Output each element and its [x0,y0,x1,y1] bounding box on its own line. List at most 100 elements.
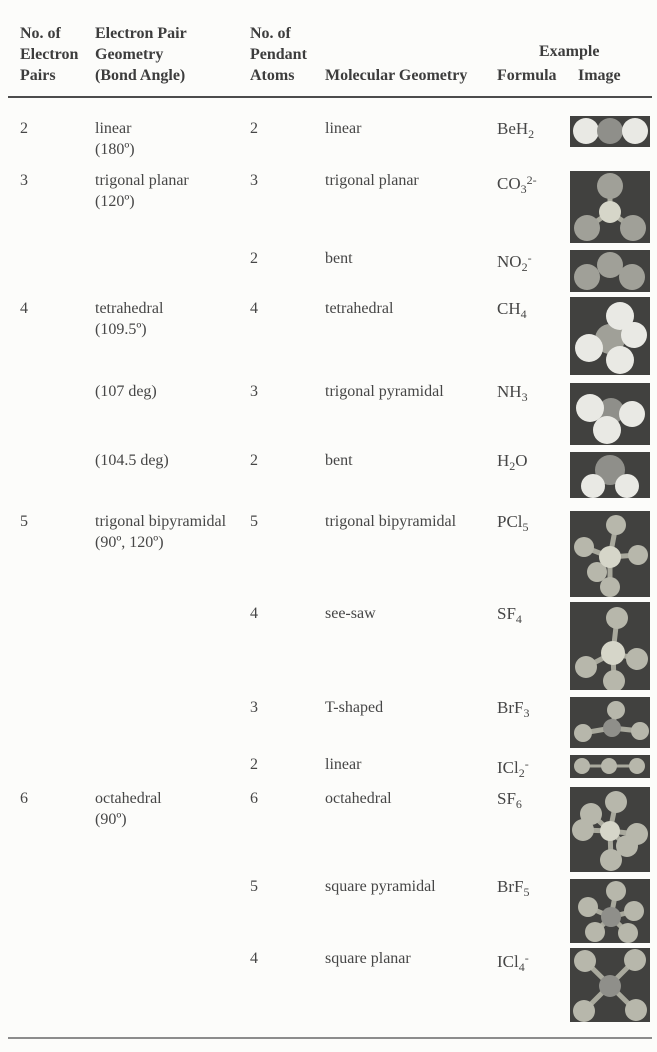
formula-base: CH [497,299,521,318]
electron-pairs-cell: 4 [20,300,28,317]
molecular-geometry-cell: bent [325,250,353,267]
formula-base: ICl [497,952,519,971]
molecular-geometry-cell: octahedral [325,790,392,807]
header-molecular-geometry: Molecular Geometry [325,67,468,84]
formula-cell: NH3 [497,381,528,408]
molecule-image-brf3 [570,697,650,748]
formula-base: SF [497,789,516,808]
electron-pairs-cell: 2 [20,120,28,137]
header-example-group: Example [539,43,600,60]
formula-subscript: 4 [518,960,525,974]
formula-subscript: 5 [523,885,530,899]
bond-angle: (180º) [95,141,135,158]
formula-subscript: 4 [520,307,527,321]
molecule-image-brf5 [570,879,650,943]
electron-pair-geometry-cell: (104.5 deg) [95,450,169,471]
bond-angle: (120º) [95,193,135,210]
header-formula: Formula [497,67,557,84]
formula-superscript: 2- [526,173,537,187]
molecular-geometry-cell: linear [325,120,362,137]
formula-base: PCl [497,512,523,531]
molecule-image-h2o [570,452,650,498]
header-line: Electron Pair [95,25,187,42]
geometry-name: trigonal planar [95,172,189,189]
pendant-atoms-cell: 2 [250,756,258,773]
pendant-atoms-cell: 2 [250,250,258,267]
formula-cell: CO32- [497,170,537,200]
header-line: No. of [20,25,61,42]
geometry-name: octahedral [95,790,162,807]
pendant-atoms-cell: 5 [250,878,258,895]
geometry-name: trigonal bipyramidal [95,513,227,530]
bond-angle: (107 deg) [95,383,157,400]
header-line: Atoms [250,67,295,84]
formula-subscript: 2 [528,127,535,141]
molecular-geometry-cell: T-shaped [325,699,384,716]
formula-mid: O [515,451,528,470]
molecular-geometry-cell: square pyramidal [325,878,436,895]
formula-base: CO [497,174,521,193]
pendant-atoms-cell: 6 [250,790,258,807]
molecule-image-pcl5 [570,511,650,597]
molecular-geometry-cell: bent [325,452,353,469]
formula-base: NH [497,382,522,401]
header-line: Pairs [20,67,56,84]
formula-cell: H2O [497,450,528,477]
pendant-atoms-cell: 2 [250,120,258,137]
formula-subscript: 5 [522,520,529,534]
electron-pair-geometry-cell: trigonal bipyramidal (90º, 120º) [95,511,226,553]
header-image: Image [578,67,621,84]
header-line: (Bond Angle) [95,67,186,84]
header-line: Pendant [250,46,307,63]
formula-superscript: - [524,951,529,965]
pendant-atoms-cell: 4 [250,950,258,967]
bond-angle: (90º) [95,811,127,828]
formula-cell: BrF3 [497,697,529,724]
formula-cell: SF6 [497,788,522,815]
formula-base: NO [497,252,522,271]
formula-base: BrF [497,698,524,717]
molecule-image-nh3 [570,383,650,445]
electron-pairs-cell: 3 [20,172,28,189]
formula-cell: PCl5 [497,511,529,538]
molecular-geometry-cell: tetrahedral [325,300,394,317]
header-divider [8,96,652,98]
formula-subscript: 2 [521,260,528,274]
bond-angle: (109.5º) [95,321,147,338]
molecule-image-icl2 [570,755,650,778]
formula-subscript: 6 [515,797,522,811]
molecule-image-sf6 [570,787,650,872]
formula-subscript: 2 [509,459,516,473]
formula-base: SF [497,604,516,623]
molecular-geometry-cell: linear [325,756,362,773]
molecule-image-beh2 [570,116,650,147]
formula-cell: SF4 [497,603,522,630]
formula-base: ICl [497,758,519,777]
molecular-geometry-cell: trigonal bipyramidal [325,513,457,530]
pendant-atoms-cell: 3 [250,699,258,716]
header-electron-pair-geometry: Electron Pair Geometry (Bond Angle) [95,23,187,86]
pendant-atoms-cell: 2 [250,452,258,469]
pendant-atoms-cell: 3 [250,172,258,189]
pendant-atoms-cell: 3 [250,383,258,400]
electron-pairs-cell: 6 [20,790,28,807]
formula-base: BrF [497,877,524,896]
electron-pair-geometry-cell: tetrahedral (109.5º) [95,298,163,340]
pendant-atoms-cell: 4 [250,300,258,317]
geometry-name: linear [95,120,132,137]
formula-subscript: 3 [520,182,527,196]
formula-cell: CH4 [497,298,527,325]
formula-cell: ICl2- [497,754,529,784]
formula-base: H [497,451,510,470]
molecular-geometry-cell: square planar [325,950,411,967]
electron-pair-geometry-cell: octahedral (90º) [95,788,162,830]
formula-subscript: 3 [521,390,528,404]
electron-pairs-cell: 5 [20,513,28,530]
header-line: No. of [250,25,291,42]
pendant-atoms-cell: 4 [250,605,258,622]
molecule-image-ch4 [570,297,650,375]
formula-superscript: - [527,251,532,265]
electron-pair-geometry-cell: linear (180º) [95,118,135,160]
formula-subscript: 3 [523,706,530,720]
